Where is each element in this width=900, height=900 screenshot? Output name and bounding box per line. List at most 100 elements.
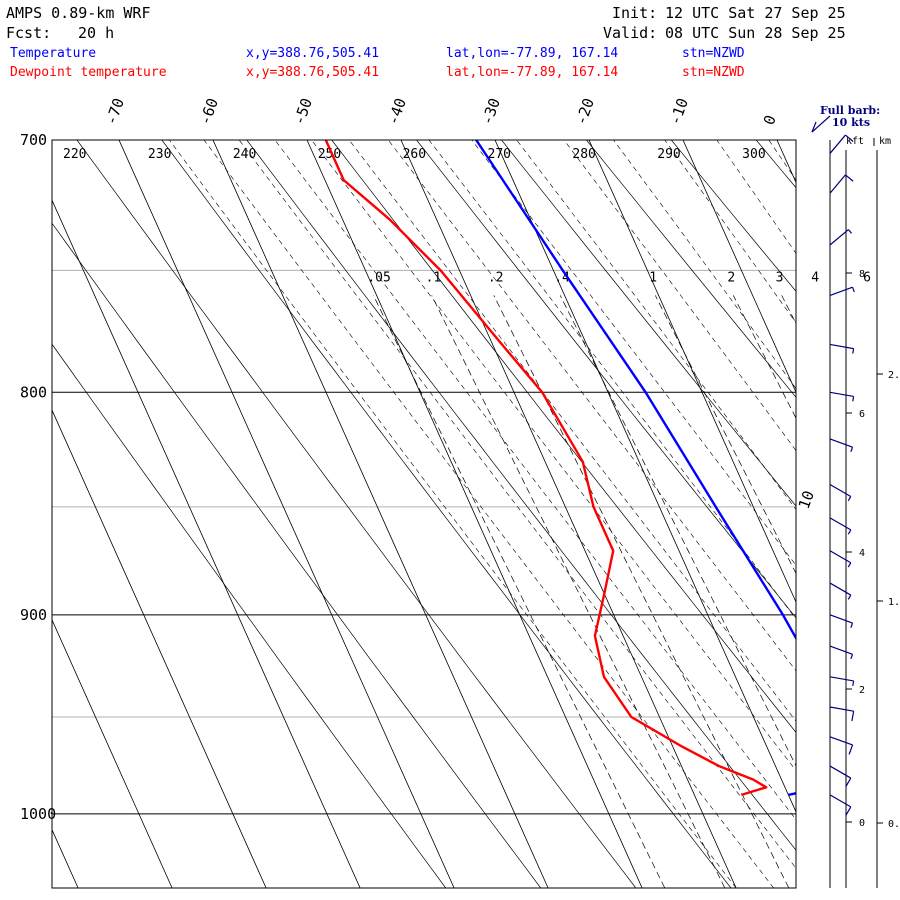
- isotherm-label: -60: [196, 96, 222, 128]
- isotherm-label: -50: [290, 96, 316, 128]
- isotherm-line: [52, 409, 267, 888]
- dry-adiabat: [331, 140, 796, 733]
- km-axis-label: km: [879, 136, 891, 147]
- plot-frame: [51, 139, 797, 889]
- wind-barb: [829, 736, 854, 755]
- wind-barb: [829, 286, 855, 296]
- wind-barb: [829, 582, 852, 600]
- moist-adiabat: [664, 140, 796, 324]
- theta-label: 250: [318, 147, 341, 162]
- moist-adiabat: [516, 140, 796, 510]
- isotherm-label: -70: [102, 96, 128, 128]
- moist-adiabat: [203, 140, 774, 888]
- moist-adiabat: [238, 140, 796, 869]
- dry-adiabat: [52, 222, 541, 888]
- isotherm-line: [588, 140, 796, 604]
- legend-temperature-latlon: lat,lon=-77.89, 167.14: [446, 46, 618, 61]
- mixing-ratio-label: 1: [649, 270, 657, 285]
- wind-barb: [829, 343, 855, 354]
- isotherm-line: [400, 140, 737, 888]
- moist-adiabat: [387, 140, 796, 672]
- isotherm-line: [52, 199, 361, 888]
- wind-barb: [829, 134, 854, 154]
- init-value: 12 UTC Sat 27 Sep 25: [665, 4, 846, 22]
- moist-adiabat: [563, 140, 796, 452]
- mixing-ratio-line: [869, 295, 900, 888]
- legend-dewpoint-stn: stn=NZWD: [682, 65, 745, 80]
- km-tick-label: 1.: [888, 597, 900, 608]
- valid-value: 08 UTC Sun 28 Sep 25: [665, 24, 846, 42]
- moist-adiabat: [428, 140, 796, 620]
- wind-barb: [829, 438, 854, 453]
- theta-label: 280: [572, 147, 595, 162]
- moist-adiabat: [274, 140, 796, 821]
- dry-adiabat: [161, 140, 732, 888]
- valid-label: Valid:: [603, 24, 657, 42]
- kft-axis-label: kft: [846, 136, 864, 147]
- isotherm-label: -30: [478, 96, 504, 128]
- mixing-ratio-label: 3: [776, 270, 784, 285]
- mixing-ratio-line: [732, 295, 796, 419]
- dry-adiabat: [52, 343, 446, 888]
- isotherm-line: [871, 140, 900, 888]
- moist-adiabat: [169, 140, 737, 888]
- dry-adiabat: [501, 140, 796, 507]
- mixing-ratio-label: 2: [727, 270, 735, 285]
- barb-key-line1: Full barb:: [820, 104, 880, 117]
- kft-tick-label: 2: [859, 685, 865, 696]
- moist-adiabat: [348, 140, 796, 722]
- pressure-tick-label: 1000: [20, 805, 56, 823]
- mixing-ratio-line: [373, 295, 666, 888]
- barb-key-line2: 10 kts: [832, 116, 870, 129]
- theta-label: 230: [148, 147, 171, 162]
- mixing-ratio-label: .2: [488, 270, 504, 285]
- model-title: AMPS 0.89-km WRF: [6, 4, 151, 22]
- isotherm-line: [682, 140, 796, 394]
- dry-adiabat: [755, 140, 796, 189]
- moist-adiabat: [820, 140, 900, 888]
- forecast-label: Fcst:: [6, 24, 51, 42]
- theta-label: 300: [742, 147, 765, 162]
- dry-adiabat: [76, 140, 637, 888]
- wind-barb: [829, 676, 855, 686]
- isotherm-label: -40: [384, 96, 410, 128]
- wind-barb: [829, 517, 852, 535]
- temperature-profile: [475, 140, 796, 797]
- wind-barb: [829, 229, 853, 246]
- wind-barb: [829, 645, 854, 660]
- dry-adiabat: [841, 140, 900, 888]
- isotherm-label: 0: [760, 113, 780, 128]
- kft-tick-label: 0: [859, 818, 865, 829]
- wind-barb: [829, 174, 854, 194]
- legend-temperature-name: Temperature: [10, 46, 96, 61]
- barb-key-icon: [811, 115, 831, 133]
- wind-barb: [829, 765, 852, 788]
- pressure-tick-label: 700: [20, 131, 47, 149]
- moist-adiabat: [768, 140, 796, 181]
- kft-tick-label: 8: [859, 269, 865, 280]
- dry-adiabat: [671, 140, 796, 292]
- isotherm-line: [118, 140, 455, 888]
- isotherm-label: -20: [572, 96, 598, 128]
- km-tick-label: 2.: [888, 370, 900, 381]
- wind-barb: [829, 550, 852, 568]
- legend-dewpoint-name: Dewpoint temperature: [10, 65, 167, 80]
- mixing-ratio-label: 6: [863, 270, 871, 285]
- pressure-tick-label: 900: [20, 606, 47, 624]
- isotherm-label: 10: [795, 488, 818, 511]
- isotherm-line: [306, 140, 643, 888]
- theta-label: 240: [233, 147, 256, 162]
- init-label: Init:: [612, 4, 657, 22]
- km-tick-label: 0.: [888, 819, 900, 830]
- wind-barb: [829, 614, 854, 628]
- wind-barb: [829, 391, 855, 402]
- dewpoint-profile: [324, 140, 768, 797]
- legend-dewpoint-xy: x,y=388.76,505.41: [246, 65, 379, 80]
- mixing-ratio-label: 4: [811, 270, 819, 285]
- theta-label: 270: [488, 147, 511, 162]
- mixing-ratio-line: [654, 295, 796, 575]
- isotherm-line: [52, 828, 79, 888]
- dry-adiabat: [416, 140, 796, 619]
- dry-adiabat: [246, 140, 796, 851]
